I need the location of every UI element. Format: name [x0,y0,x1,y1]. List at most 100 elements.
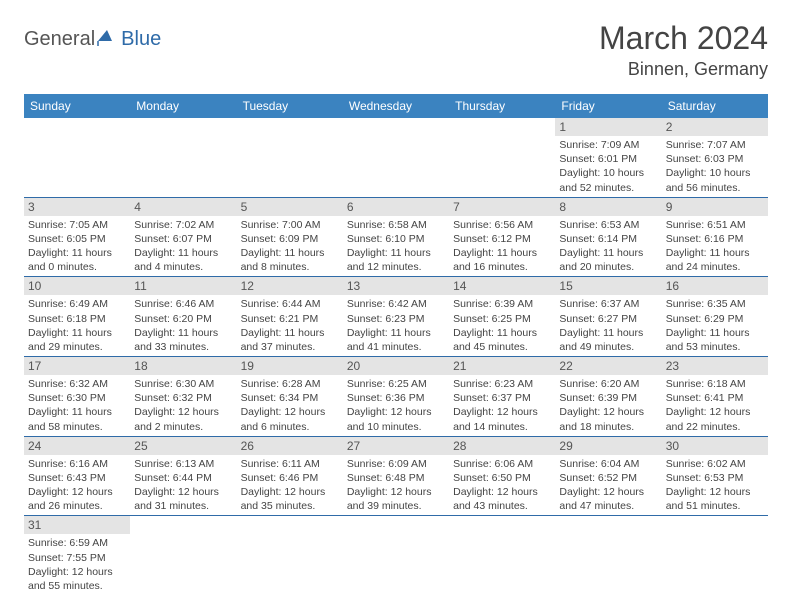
day-cell [24,118,130,197]
daylight: Daylight: 11 hours and 37 minutes. [241,326,339,354]
daylight: Daylight: 11 hours and 45 minutes. [453,326,551,354]
sunset: Sunset: 6:23 PM [347,312,445,326]
sunset: Sunset: 6:14 PM [559,232,657,246]
empty-day-number [343,118,449,135]
day-info: Sunrise: 6:06 AMSunset: 6:50 PMDaylight:… [449,455,555,516]
day-info: Sunrise: 6:44 AMSunset: 6:21 PMDaylight:… [237,295,343,356]
week-row: 3Sunrise: 7:05 AMSunset: 6:05 PMDaylight… [24,197,768,277]
daylight: Daylight: 10 hours and 56 minutes. [666,166,764,194]
day-cell: 20Sunrise: 6:25 AMSunset: 6:36 PMDayligh… [343,357,449,437]
day-number: 28 [449,437,555,455]
day-info: Sunrise: 6:23 AMSunset: 6:37 PMDaylight:… [449,375,555,436]
sunrise: Sunrise: 6:37 AM [559,297,657,311]
month-title: March 2024 [599,20,768,57]
sunrise: Sunrise: 6:42 AM [347,297,445,311]
day-number: 31 [24,516,130,534]
day-cell: 9Sunrise: 6:51 AMSunset: 6:16 PMDaylight… [662,197,768,277]
sunset: Sunset: 6:01 PM [559,152,657,166]
daylight: Daylight: 12 hours and 43 minutes. [453,485,551,513]
sunset: Sunset: 6:46 PM [241,471,339,485]
day-number: 27 [343,437,449,455]
daylight: Daylight: 12 hours and 51 minutes. [666,485,764,513]
day-number: 17 [24,357,130,375]
sunset: Sunset: 6:34 PM [241,391,339,405]
sunset: Sunset: 6:16 PM [666,232,764,246]
day-number: 5 [237,198,343,216]
day-cell: 14 Sunrise: 6:39 AMSunset: 6:25 PMDayligh… [449,277,555,357]
sunset: Sunset: 6:07 PM [134,232,232,246]
day-cell: 31Sunrise: 6:59 AMSunset: 7:55 PMDayligh… [24,516,130,595]
flag-icon [97,28,119,51]
day-header: Thursday [449,94,555,118]
day-cell: 21Sunrise: 6:23 AMSunset: 6:37 PMDayligh… [449,357,555,437]
day-cell: 8Sunrise: 6:53 AMSunset: 6:14 PMDaylight… [555,197,661,277]
daylight: Daylight: 12 hours and 10 minutes. [347,405,445,433]
day-number: 22 [555,357,661,375]
day-number: 15 [555,277,661,295]
day-cell: 26Sunrise: 6:11 AMSunset: 6:46 PMDayligh… [237,436,343,516]
day-info: Sunrise: 6:28 AMSunset: 6:34 PMDaylight:… [237,375,343,436]
day-number: 30 [662,437,768,455]
sunrise: Sunrise: 6:11 AM [241,457,339,471]
sunrise: Sunrise: 6:16 AM [28,457,126,471]
day-cell [343,118,449,197]
day-cell [343,516,449,595]
daylight: Daylight: 11 hours and 24 minutes. [666,246,764,274]
day-number: 10 [24,277,130,295]
day-cell [130,516,236,595]
sunrise: Sunrise: 6:46 AM [134,297,232,311]
sunrise: Sunrise: 6:53 AM [559,218,657,232]
sunrise: Sunrise: 6:18 AM [666,377,764,391]
sunset: Sunset: 7:55 PM [28,551,126,565]
sunrise: Sunrise: 6:39 AM [453,297,551,311]
sunrise: Sunrise: 7:05 AM [28,218,126,232]
week-row: 31Sunrise: 6:59 AMSunset: 7:55 PMDayligh… [24,516,768,595]
day-info: Sunrise: 7:09 AMSunset: 6:01 PMDaylight:… [555,136,661,197]
day-cell: 3Sunrise: 7:05 AMSunset: 6:05 PMDaylight… [24,197,130,277]
day-info: Sunrise: 7:05 AMSunset: 6:05 PMDaylight:… [24,216,130,277]
daylight: Daylight: 12 hours and 26 minutes. [28,485,126,513]
daylight: Daylight: 12 hours and 31 minutes. [134,485,232,513]
day-info: Sunrise: 7:07 AMSunset: 6:03 PMDaylight:… [662,136,768,197]
day-cell: 30Sunrise: 6:02 AMSunset: 6:53 PMDayligh… [662,436,768,516]
location: Binnen, Germany [599,59,768,80]
day-cell: 28Sunrise: 6:06 AMSunset: 6:50 PMDayligh… [449,436,555,516]
day-number: 14 [449,277,555,295]
sunrise: Sunrise: 6:30 AM [134,377,232,391]
day-number: 6 [343,198,449,216]
day-header-row: Sunday Monday Tuesday Wednesday Thursday… [24,94,768,118]
daylight: Daylight: 11 hours and 41 minutes. [347,326,445,354]
empty-day-number [24,118,130,135]
day-number: 3 [24,198,130,216]
day-cell [449,118,555,197]
day-info: Sunrise: 6:46 AMSunset: 6:20 PMDaylight:… [130,295,236,356]
day-number: 20 [343,357,449,375]
day-cell: 24Sunrise: 6:16 AMSunset: 6:43 PMDayligh… [24,436,130,516]
day-cell [555,516,661,595]
daylight: Daylight: 12 hours and 47 minutes. [559,485,657,513]
daylight: Daylight: 11 hours and 20 minutes. [559,246,657,274]
day-number: 24 [24,437,130,455]
day-header: Sunday [24,94,130,118]
day-cell: 6Sunrise: 6:58 AMSunset: 6:10 PMDaylight… [343,197,449,277]
day-header: Saturday [662,94,768,118]
day-number: 13 [343,277,449,295]
day-number: 21 [449,357,555,375]
sunset: Sunset: 6:25 PM [453,312,551,326]
sunrise: Sunrise: 7:02 AM [134,218,232,232]
daylight: Daylight: 11 hours and 33 minutes. [134,326,232,354]
daylight: Daylight: 11 hours and 29 minutes. [28,326,126,354]
daylight: Daylight: 11 hours and 4 minutes. [134,246,232,274]
daylight: Daylight: 12 hours and 14 minutes. [453,405,551,433]
daylight: Daylight: 11 hours and 58 minutes. [28,405,126,433]
title-block: March 2024 Binnen, Germany [599,20,768,80]
day-info: Sunrise: 6:30 AMSunset: 6:32 PMDaylight:… [130,375,236,436]
sunrise: Sunrise: 6:58 AM [347,218,445,232]
sunset: Sunset: 6:39 PM [559,391,657,405]
sunrise: Sunrise: 6:51 AM [666,218,764,232]
day-info: Sunrise: 7:00 AMSunset: 6:09 PMDaylight:… [237,216,343,277]
day-cell [449,516,555,595]
sunset: Sunset: 6:53 PM [666,471,764,485]
sunrise: Sunrise: 6:09 AM [347,457,445,471]
week-row: 24Sunrise: 6:16 AMSunset: 6:43 PMDayligh… [24,436,768,516]
